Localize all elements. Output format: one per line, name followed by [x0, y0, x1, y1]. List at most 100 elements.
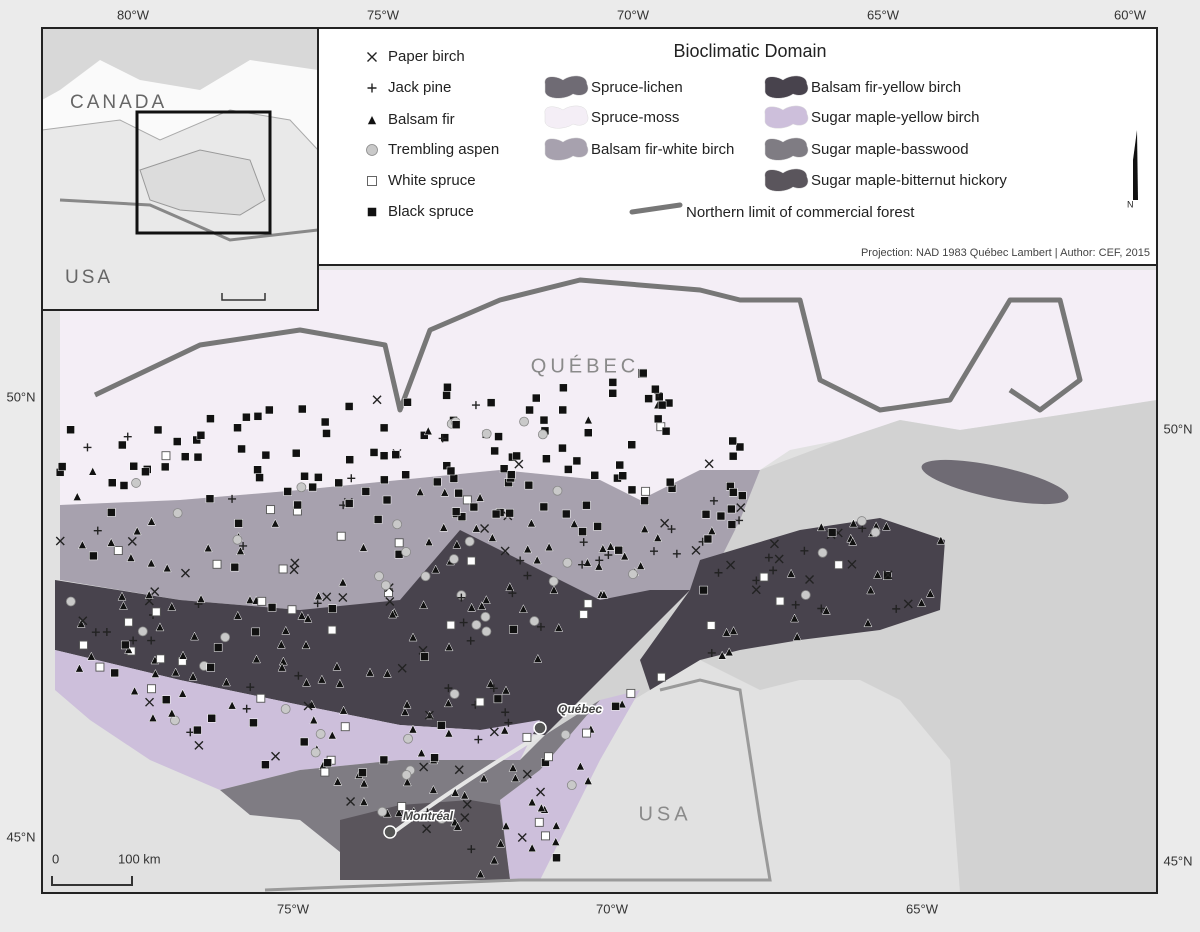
- marker-triangle: [599, 589, 609, 599]
- marker-open-square: [124, 617, 134, 627]
- marker-triangle: [233, 610, 243, 620]
- marker-cross: [194, 740, 204, 750]
- marker-open-square: [147, 684, 156, 694]
- marker-plus: [294, 671, 303, 680]
- marker-open-square: [287, 605, 297, 615]
- marker-triangle: [335, 678, 345, 688]
- marker-triangle: [544, 542, 554, 552]
- country-label: USA: [638, 803, 691, 825]
- marker-square: [161, 695, 171, 704]
- marker-triangle: [151, 668, 160, 678]
- marker-square: [205, 494, 215, 504]
- marker-triangle: [75, 663, 84, 673]
- marker-square: [66, 425, 75, 434]
- marker-triangle: [551, 820, 561, 830]
- marker-circle: [481, 428, 492, 439]
- marker-plus: [123, 432, 132, 441]
- marker-triangle: [367, 114, 377, 125]
- marker-square: [446, 466, 456, 476]
- domain-swatch: [764, 168, 809, 192]
- marker-plus: [892, 604, 901, 613]
- marker-triangle: [155, 622, 165, 632]
- marker-circle: [552, 485, 563, 496]
- marker-square: [593, 522, 602, 531]
- marker-triangle: [302, 677, 311, 687]
- marker-triangle: [479, 773, 489, 783]
- marker-triangle: [188, 671, 198, 681]
- right-axis-label: 50°N: [1163, 421, 1192, 436]
- marker-plus: [735, 516, 744, 525]
- marker-square: [230, 562, 240, 572]
- marker-circle: [374, 571, 384, 582]
- marker-triangle: [236, 546, 245, 555]
- marker-triangle: [439, 522, 449, 532]
- marker-triangle: [583, 415, 593, 425]
- marker-triangle: [270, 518, 280, 528]
- marker-triangle: [178, 650, 188, 660]
- marker-square: [107, 508, 116, 517]
- marker-triangle: [549, 585, 559, 594]
- marker-triangle: [190, 631, 199, 641]
- marker-square: [234, 518, 243, 528]
- marker-cross: [522, 769, 532, 779]
- marker-circle: [480, 611, 491, 622]
- marker-triangle: [523, 544, 533, 554]
- inset-label: USA: [65, 267, 113, 288]
- domain-swatch: [764, 137, 809, 161]
- st-lawrence-river: [388, 733, 542, 837]
- marker-square: [512, 451, 521, 461]
- marker-triangle: [873, 569, 883, 579]
- marker-triangle: [866, 585, 876, 595]
- marker-square: [657, 400, 667, 410]
- marker-triangle: [402, 777, 412, 787]
- marker-plus: [595, 556, 604, 565]
- marker-open-square: [759, 572, 769, 582]
- marker-triangle: [278, 656, 288, 666]
- marker-square: [584, 428, 593, 437]
- marker-plus: [438, 434, 447, 443]
- marker-triangle: [148, 713, 158, 722]
- marker-triangle: [394, 808, 404, 817]
- marker-plus: [709, 496, 718, 505]
- top-axis-label: 60°W: [1114, 7, 1147, 22]
- marker-triangle: [444, 728, 454, 738]
- marker-cross: [338, 593, 348, 602]
- marker-triangle: [86, 651, 96, 661]
- domain-label: Balsam fir-white birch: [591, 141, 734, 158]
- marker-triangle: [317, 674, 327, 684]
- marker-circle: [870, 527, 881, 538]
- marker-circle: [537, 429, 548, 440]
- marker-triangle: [227, 700, 237, 710]
- marker-triangle: [130, 686, 139, 696]
- marker-triangle: [724, 647, 734, 657]
- marker-square: [251, 627, 260, 637]
- marker-square: [532, 393, 541, 403]
- marker-triangle: [620, 551, 630, 561]
- marker-plus: [523, 571, 532, 580]
- marker-open-square: [583, 599, 593, 609]
- marker-triangle: [167, 601, 177, 611]
- marker-open-square: [278, 564, 288, 574]
- marker-cross: [805, 574, 815, 584]
- marker-plus: [313, 599, 322, 608]
- marker-cross: [55, 536, 65, 546]
- marker-square: [403, 397, 412, 407]
- marker-triangle: [77, 540, 87, 549]
- marker-triangle: [415, 487, 425, 496]
- marker-square: [401, 470, 410, 480]
- marker-square: [344, 499, 354, 508]
- marker-circle: [628, 569, 638, 579]
- marker-triangle: [583, 776, 593, 785]
- marker-triangle: [309, 715, 319, 725]
- marker-triangle: [717, 650, 727, 660]
- marker-circle: [800, 590, 811, 600]
- marker-plus: [752, 576, 761, 585]
- marker-square: [728, 488, 738, 497]
- marker-square: [420, 652, 429, 661]
- legend: Bioclimatic Domain Northern limit of com…: [317, 27, 1158, 266]
- marker-triangle: [126, 552, 136, 562]
- domain-balsam-fir-yellow-birch: [55, 530, 690, 735]
- marker-open-square: [834, 560, 844, 570]
- marker-square: [261, 760, 270, 769]
- marker-plus: [707, 648, 716, 657]
